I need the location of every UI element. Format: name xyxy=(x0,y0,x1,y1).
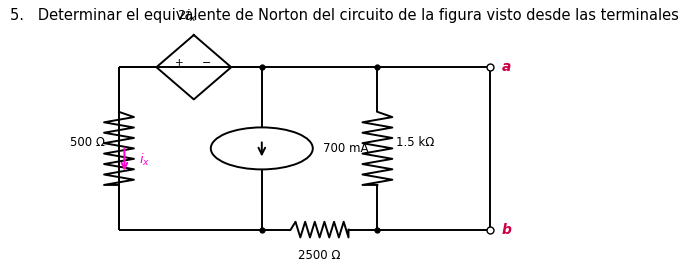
Text: b: b xyxy=(502,223,512,237)
Text: 700 mA: 700 mA xyxy=(323,142,369,155)
Text: 500 Ω: 500 Ω xyxy=(71,136,105,149)
Text: 1.5 kΩ: 1.5 kΩ xyxy=(396,136,435,149)
Text: $2i_x$: $2i_x$ xyxy=(177,8,197,24)
Text: a: a xyxy=(502,60,511,74)
Text: 5.   Determinar el equivalente de Norton del circuito de la figura visto desde l: 5. Determinar el equivalente de Norton d… xyxy=(10,8,680,24)
Text: −: − xyxy=(201,58,211,68)
Text: 2500 Ω: 2500 Ω xyxy=(299,249,341,262)
Text: $i_x$: $i_x$ xyxy=(139,151,151,168)
Text: +: + xyxy=(175,58,183,68)
